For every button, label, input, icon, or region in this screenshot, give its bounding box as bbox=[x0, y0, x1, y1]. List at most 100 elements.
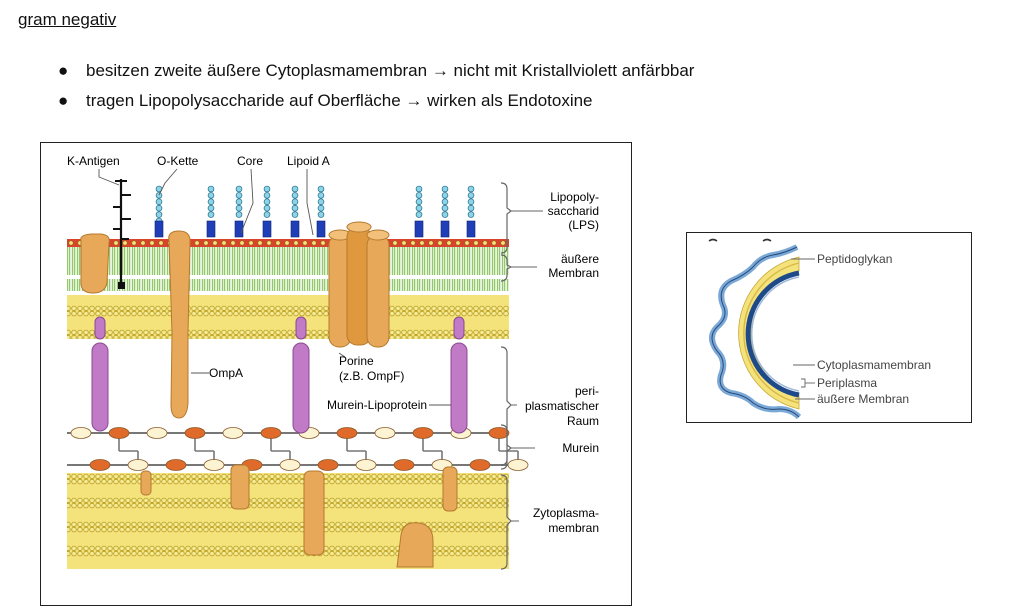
lps-head-dot bbox=[284, 240, 290, 246]
label-core: Core bbox=[237, 154, 263, 168]
label-murein-lipoprotein: Murein-Lipoprotein bbox=[327, 398, 427, 412]
lps-head-dot bbox=[113, 240, 119, 246]
murein-bead bbox=[108, 427, 130, 439]
lps-head-dot bbox=[158, 240, 164, 246]
label-lps-2: saccharid bbox=[548, 204, 599, 218]
peptidoglycan-line bbox=[743, 262, 800, 404]
lps-head-dot bbox=[500, 240, 506, 246]
murein-bead bbox=[507, 459, 529, 471]
lps-head-dot bbox=[320, 240, 326, 246]
murein-bead bbox=[469, 459, 491, 471]
outer-membrane-green bbox=[67, 247, 509, 291]
lps-head-dot bbox=[401, 240, 407, 246]
murein-bead bbox=[222, 427, 244, 439]
lps-head-dot bbox=[122, 240, 128, 246]
lps-head-dot bbox=[482, 240, 488, 246]
lps-head-row bbox=[67, 239, 509, 247]
lps-head-dot bbox=[428, 240, 434, 246]
lps-head-dot bbox=[302, 240, 308, 246]
label-peri-1: peri- bbox=[575, 384, 599, 398]
o-chain bbox=[414, 185, 424, 238]
label-periplasma: Periplasma bbox=[817, 376, 877, 390]
label-peri-2: plasmatischer bbox=[525, 399, 599, 413]
lps-head-dot bbox=[410, 240, 416, 246]
cell-wall-diagram: K-Antigen O-Kette Core Lipoid A OmpA Por… bbox=[40, 142, 632, 606]
murein-lipoproteins bbox=[91, 316, 468, 434]
lps-head-dot bbox=[203, 240, 209, 246]
label-zyto-2: membran bbox=[548, 521, 599, 535]
murein-bead bbox=[355, 459, 377, 471]
porin-trimer bbox=[328, 221, 390, 348]
lps-head-dot bbox=[248, 240, 254, 246]
k-antigen bbox=[113, 179, 131, 289]
ompa-protein bbox=[168, 230, 191, 419]
murein-bead bbox=[412, 427, 434, 439]
lps-head-dot bbox=[437, 240, 443, 246]
label-ompa: OmpA bbox=[209, 366, 243, 380]
lps-head-dot bbox=[293, 240, 299, 246]
lps-head-dot bbox=[221, 240, 227, 246]
bullet-text: besitzen zweite äußere Cytoplasmamembran… bbox=[86, 61, 695, 80]
o-chain bbox=[154, 185, 164, 238]
bullet-item: ● tragen Lipopolysaccharide auf Oberfläch… bbox=[50, 86, 694, 116]
label-aeussere-2: Membran bbox=[548, 266, 599, 280]
murein-bead bbox=[260, 427, 282, 439]
lps-head-dot bbox=[464, 240, 470, 246]
murein-bead bbox=[203, 459, 225, 471]
murein-layer bbox=[67, 427, 529, 471]
label-aeussere-1: äußere bbox=[561, 252, 599, 266]
label-peri-3: Raum bbox=[567, 414, 599, 428]
lps-head-dot bbox=[311, 240, 317, 246]
label-porine: Porine bbox=[339, 354, 374, 368]
murein-bead bbox=[184, 427, 206, 439]
murein-bead bbox=[488, 427, 510, 439]
murein-bead bbox=[279, 459, 301, 471]
murein-bead bbox=[393, 459, 415, 471]
label-cytoplasmamembran: Cytoplasmamembran bbox=[817, 358, 931, 372]
murein-bead bbox=[317, 459, 339, 471]
cytoplasmic-membrane-inner bbox=[750, 276, 800, 392]
lps-head-dot bbox=[140, 240, 146, 246]
lps-head-dot bbox=[230, 240, 236, 246]
outer-membrane-yellow bbox=[67, 295, 509, 339]
lps-head-dot bbox=[68, 240, 74, 246]
murein-bead bbox=[336, 427, 358, 439]
cytoplasmic-membrane-arc bbox=[745, 270, 800, 398]
label-aeussere-membran: äußere Membran bbox=[817, 392, 909, 406]
cytoplasmic-membrane-proteins bbox=[140, 464, 458, 568]
lps-head-dot bbox=[131, 240, 137, 246]
page-heading: gram negativ bbox=[18, 10, 117, 29]
lps-head-dot bbox=[419, 240, 425, 246]
o-chain bbox=[316, 185, 326, 238]
lps-head-dot bbox=[275, 240, 281, 246]
o-chain bbox=[206, 185, 216, 238]
label-peptidoglykan: Peptidoglykan bbox=[817, 252, 892, 266]
o-chain bbox=[466, 185, 476, 238]
label-lipoid-a: Lipoid A bbox=[287, 154, 330, 168]
bullet-dot: ● bbox=[58, 61, 69, 80]
label-lps-1: Lipopoly- bbox=[550, 190, 599, 204]
murein-bead bbox=[374, 427, 396, 439]
label-lps-3: (LPS) bbox=[568, 218, 599, 232]
bullet-text: tragen Lipopolysaccharide auf Oberfläche… bbox=[86, 91, 593, 110]
outer-membrane-outline bbox=[711, 246, 800, 418]
lps-head-dot bbox=[239, 240, 245, 246]
lps-head-dot bbox=[266, 240, 272, 246]
lps-head-dot bbox=[455, 240, 461, 246]
lps-head-dot bbox=[212, 240, 218, 246]
murein-bead bbox=[127, 459, 149, 471]
lps-head-dot bbox=[392, 240, 398, 246]
label-o-kette: O-Kette bbox=[157, 154, 199, 168]
label-porine-example: (z.B. OmpF) bbox=[339, 369, 404, 383]
o-chain bbox=[262, 185, 272, 238]
lps-head-dot bbox=[473, 240, 479, 246]
lps-head-dot bbox=[149, 240, 155, 246]
label-murein: Murein bbox=[562, 441, 599, 455]
o-chain bbox=[234, 185, 244, 238]
bullet-item: ● besitzen zweite äußere Cytoplasmamembra… bbox=[50, 56, 694, 86]
envelope-schematic: Peptidoglykan Cytoplasmamembran Periplas… bbox=[686, 232, 972, 423]
label-zyto-1: Zytoplasma- bbox=[533, 506, 599, 520]
murein-bead bbox=[89, 459, 111, 471]
o-chain bbox=[440, 185, 450, 238]
bullet-dot: ● bbox=[58, 91, 69, 110]
